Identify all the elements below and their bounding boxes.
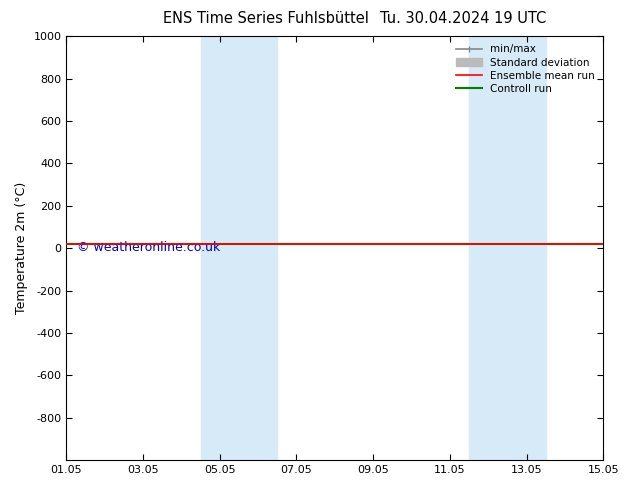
Text: Tu. 30.04.2024 19 UTC: Tu. 30.04.2024 19 UTC — [380, 11, 546, 26]
Y-axis label: Temperature 2m (°C): Temperature 2m (°C) — [15, 182, 28, 314]
Text: © weatheronline.co.uk: © weatheronline.co.uk — [77, 241, 221, 254]
Text: ENS Time Series Fuhlsbüttel: ENS Time Series Fuhlsbüttel — [164, 11, 369, 26]
Legend: min/max, Standard deviation, Ensemble mean run, Controll run: min/max, Standard deviation, Ensemble me… — [453, 41, 598, 97]
Bar — [200, 36, 277, 460]
Bar — [469, 36, 546, 460]
